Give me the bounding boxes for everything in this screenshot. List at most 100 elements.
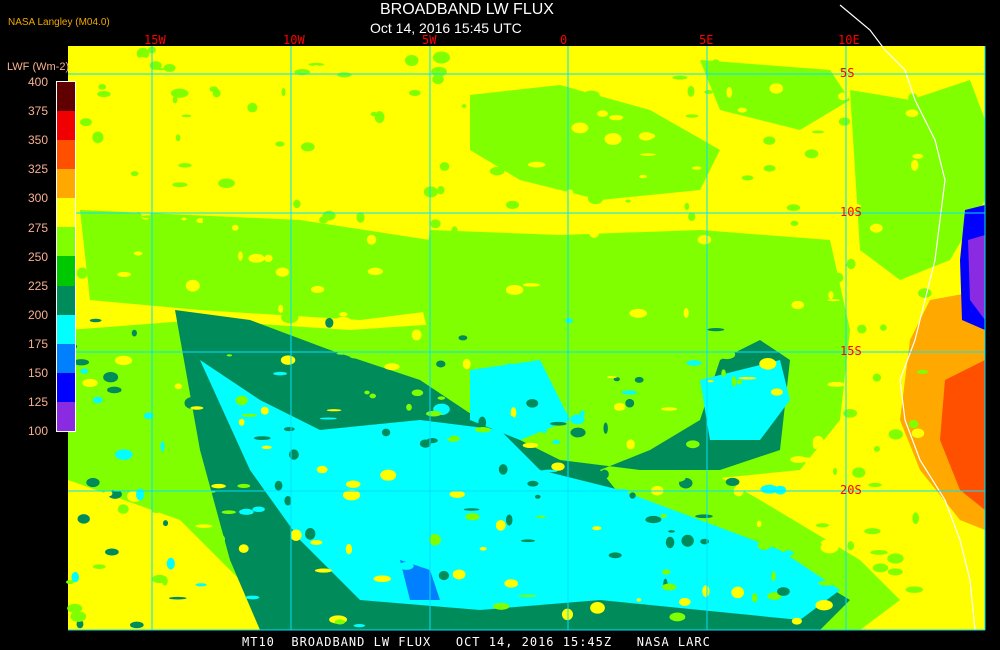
green-region-north bbox=[470, 85, 720, 200]
speckle bbox=[660, 513, 667, 518]
speckle bbox=[869, 223, 883, 233]
speckle bbox=[337, 72, 352, 78]
speckle bbox=[77, 514, 90, 524]
latitude-label: 10S bbox=[840, 205, 862, 219]
speckle bbox=[871, 276, 877, 287]
speckle bbox=[175, 134, 181, 142]
speckle bbox=[737, 107, 747, 113]
speckle bbox=[803, 82, 810, 88]
speckle bbox=[505, 514, 513, 526]
speckle bbox=[133, 251, 143, 256]
speckle bbox=[880, 324, 887, 331]
speckle bbox=[147, 436, 163, 439]
speckle bbox=[76, 267, 88, 279]
speckle bbox=[757, 142, 763, 152]
speckle bbox=[683, 307, 689, 318]
speckle bbox=[111, 439, 122, 451]
speckle bbox=[720, 214, 736, 224]
speckle bbox=[345, 543, 353, 555]
speckle bbox=[541, 429, 548, 434]
speckle bbox=[818, 580, 836, 586]
speckle bbox=[629, 492, 636, 499]
speckle bbox=[284, 495, 292, 506]
speckle bbox=[771, 571, 776, 582]
speckle bbox=[767, 183, 778, 193]
speckle bbox=[178, 163, 192, 168]
speckle bbox=[181, 217, 187, 221]
speckle bbox=[816, 602, 827, 605]
speckle bbox=[674, 339, 683, 349]
speckle bbox=[838, 117, 851, 126]
speckle bbox=[221, 510, 236, 515]
speckle bbox=[260, 406, 269, 415]
speckle bbox=[218, 178, 235, 189]
speckle bbox=[770, 388, 783, 396]
speckle bbox=[311, 64, 322, 76]
speckle bbox=[846, 258, 856, 270]
speckle bbox=[741, 175, 754, 181]
speckle bbox=[98, 102, 107, 114]
speckle bbox=[858, 57, 876, 63]
speckle bbox=[658, 161, 674, 172]
speckle bbox=[692, 166, 702, 170]
speckle bbox=[502, 304, 512, 308]
speckle bbox=[295, 278, 310, 281]
speckle bbox=[245, 595, 260, 600]
speckle bbox=[70, 522, 78, 525]
speckle bbox=[437, 186, 445, 195]
speckle bbox=[754, 108, 768, 120]
speckle bbox=[600, 469, 609, 479]
speckle bbox=[369, 393, 376, 399]
speckle bbox=[489, 166, 505, 176]
longitude-label: 5W bbox=[422, 33, 437, 47]
speckle bbox=[160, 441, 165, 452]
speckle bbox=[408, 89, 421, 96]
speckle bbox=[495, 480, 502, 491]
speckle bbox=[336, 352, 347, 355]
speckle bbox=[590, 602, 605, 614]
speckle bbox=[238, 544, 249, 553]
speckle bbox=[613, 402, 626, 411]
speckle bbox=[92, 396, 103, 404]
colorbar-tick: 100 bbox=[28, 424, 49, 439]
speckle bbox=[682, 139, 699, 143]
speckle bbox=[592, 526, 602, 531]
speckle bbox=[282, 538, 290, 551]
speckle bbox=[290, 529, 302, 541]
speckle bbox=[314, 568, 333, 573]
speckle bbox=[430, 219, 441, 229]
green-region-west bbox=[80, 210, 440, 320]
speckle bbox=[148, 181, 162, 187]
purple-region-land bbox=[968, 235, 985, 320]
speckle bbox=[411, 329, 422, 341]
speckle bbox=[85, 65, 97, 76]
speckle bbox=[151, 508, 162, 513]
speckle bbox=[252, 506, 265, 513]
speckle bbox=[261, 445, 272, 450]
speckle bbox=[872, 373, 882, 382]
speckle bbox=[644, 133, 656, 139]
speckle bbox=[888, 429, 903, 440]
speckle bbox=[846, 203, 861, 209]
speckle bbox=[437, 396, 446, 400]
speckle bbox=[92, 564, 106, 569]
speckle bbox=[262, 192, 280, 201]
speckle bbox=[872, 275, 879, 278]
speckle bbox=[815, 600, 833, 611]
timestamp: Oct 14, 2016 15:45 UTC bbox=[370, 20, 522, 36]
colorbar-swatch bbox=[57, 372, 75, 402]
colorbar-swatch bbox=[57, 82, 75, 112]
speckle bbox=[68, 66, 83, 78]
speckle bbox=[678, 597, 691, 606]
speckle bbox=[641, 615, 648, 618]
speckle bbox=[424, 117, 440, 129]
colorbar-tick: 125 bbox=[28, 395, 49, 410]
speckle bbox=[510, 407, 517, 419]
speckle bbox=[300, 142, 315, 152]
speckle bbox=[458, 335, 468, 341]
speckle bbox=[685, 114, 699, 118]
speckle bbox=[190, 406, 204, 410]
speckle bbox=[423, 186, 438, 198]
speckle bbox=[381, 295, 395, 303]
speckle bbox=[501, 415, 515, 424]
